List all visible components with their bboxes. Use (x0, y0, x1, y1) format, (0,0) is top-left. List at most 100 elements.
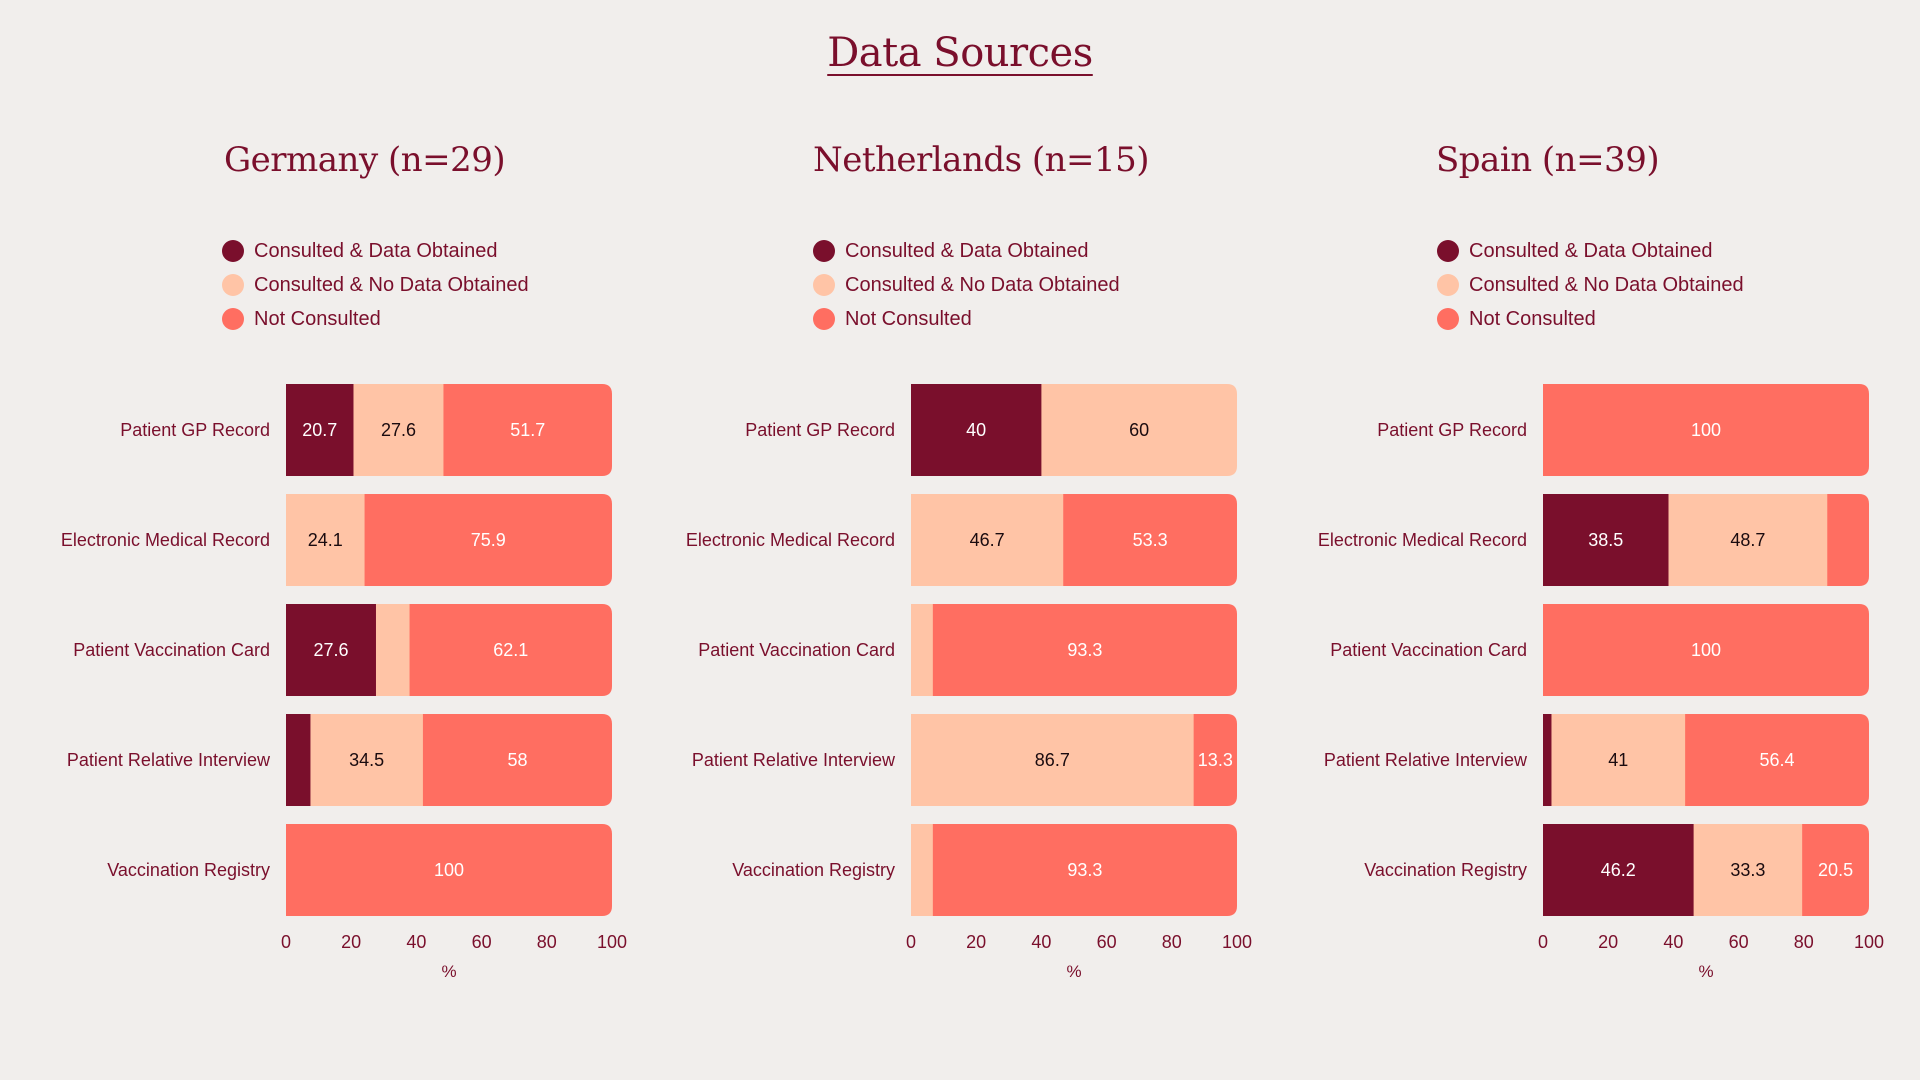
bar-segment-not-consulted (1827, 494, 1869, 586)
legend-item-not-consulted: Not Consulted (813, 302, 1120, 336)
data-label: 93.3 (1067, 860, 1102, 880)
bar-segment-consulted-data-obtained (1543, 714, 1552, 806)
bar-segment-not-consulted (422, 714, 612, 806)
legend-swatch (1437, 274, 1459, 296)
category-label-patient-relative-interview: Patient Relative Interview (692, 750, 896, 770)
bar-stack-patient-vaccination-card (1543, 604, 1869, 696)
chart-title: Germany (n=29) (224, 140, 506, 180)
x-tick-label: 60 (1729, 932, 1749, 952)
data-label: 51.7 (510, 420, 545, 440)
chart-panel-netherlands: Netherlands (n=15) Consulted & Data Obta… (625, 0, 1265, 1080)
data-label: 46.2 (1601, 860, 1636, 880)
data-label: 46.7 (970, 530, 1005, 550)
bar-stack-vaccination-registry (911, 824, 1237, 916)
chart-title: Netherlands (n=15) (813, 140, 1150, 180)
legend-label: Not Consulted (254, 307, 381, 330)
data-label: 24.1 (308, 530, 343, 550)
x-tick-label: 0 (906, 932, 916, 952)
data-label: 48.7 (1730, 530, 1765, 550)
bar-segment-consulted-no-data-obtained (1668, 494, 1828, 586)
x-axis-label: % (1698, 962, 1713, 981)
bar-chart-plot: Patient GP Record 20.7 27.6 51.7 Electronic … (61, 384, 627, 981)
bar-segment-not-consulted (1543, 384, 1869, 476)
legend-swatch (1437, 308, 1459, 330)
x-tick-label: 20 (1598, 932, 1618, 952)
bar-segment-not-consulted (286, 824, 612, 916)
category-label-vaccination-registry: Vaccination Registry (1364, 860, 1527, 880)
legend-label: Consulted & No Data Obtained (1469, 273, 1744, 296)
bar-segment-not-consulted (1685, 714, 1869, 806)
category-label-patient-gp-record: Patient GP Record (1377, 420, 1527, 440)
legend-label: Consulted & Data Obtained (845, 239, 1089, 262)
x-tick-label: 0 (281, 932, 291, 952)
bar-segment-not-consulted (1802, 824, 1869, 916)
category-label-electronic-medical-record: Electronic Medical Record (61, 530, 270, 550)
x-tick-label: 20 (341, 932, 361, 952)
bar-segment-not-consulted (409, 604, 612, 696)
bar-stack-patient-gp-record (286, 384, 612, 476)
x-tick-label: 100 (1222, 932, 1252, 952)
data-label: 58 (507, 750, 527, 770)
bar-segment-consulted-data-obtained (1543, 824, 1695, 916)
x-tick-label: 100 (1854, 932, 1884, 952)
legend-swatch (813, 308, 835, 330)
x-tick-label: 80 (537, 932, 557, 952)
legend-item-data-obtained: Consulted & Data Obtained (813, 234, 1120, 268)
bar-segment-consulted-no-data-obtained (286, 494, 366, 586)
x-tick-label: 40 (406, 932, 426, 952)
bar-stack-patient-gp-record (911, 384, 1237, 476)
bar-stack-vaccination-registry (286, 824, 612, 916)
bar-stack-vaccination-registry (1543, 824, 1869, 916)
chart-legend: Consulted & Data Obtained Consulted & No… (813, 234, 1120, 336)
legend-swatch (222, 308, 244, 330)
legend-swatch (1437, 240, 1459, 262)
bar-stack-patient-relative-interview (911, 714, 1237, 806)
x-axis-label: % (441, 962, 456, 981)
data-label: 86.7 (1035, 750, 1070, 770)
bar-segment-not-consulted (1063, 494, 1237, 586)
bar-segment-consulted-data-obtained (286, 384, 354, 476)
bar-stack-electronic-medical-record (286, 494, 612, 586)
bar-stack-patient-vaccination-card (286, 604, 612, 696)
data-label: 62.1 (493, 640, 528, 660)
bar-segment-consulted-data-obtained (1543, 494, 1670, 586)
bar-segment-not-consulted (932, 824, 1237, 916)
legend-item-not-consulted: Not Consulted (1437, 302, 1744, 336)
x-tick-label: 40 (1031, 932, 1051, 952)
data-label: 100 (434, 860, 464, 880)
legend-label: Consulted & Data Obtained (1469, 239, 1713, 262)
x-tick-label: 0 (1538, 932, 1548, 952)
legend-label: Consulted & No Data Obtained (254, 273, 529, 296)
data-label: 27.6 (313, 640, 348, 660)
chart-legend: Consulted & Data Obtained Consulted & No… (222, 234, 529, 336)
bar-segment-consulted-no-data-obtained (1551, 714, 1686, 806)
x-tick-label: 80 (1794, 932, 1814, 952)
x-tick-label: 20 (966, 932, 986, 952)
data-label: 34.5 (349, 750, 384, 770)
legend-label: Not Consulted (845, 307, 972, 330)
data-label: 53.3 (1133, 530, 1168, 550)
data-label: 33.3 (1730, 860, 1765, 880)
data-label: 100 (1691, 640, 1721, 660)
bar-stack-electronic-medical-record (911, 494, 1237, 586)
bar-segment-not-consulted (443, 384, 612, 476)
legend-swatch (222, 274, 244, 296)
category-label-patient-vaccination-card: Patient Vaccination Card (73, 640, 270, 660)
x-tick-label: 80 (1162, 932, 1182, 952)
bar-segment-consulted-data-obtained (286, 714, 311, 806)
bar-segment-consulted-no-data-obtained (1041, 384, 1237, 476)
category-label-electronic-medical-record: Electronic Medical Record (1318, 530, 1527, 550)
bar-stack-electronic-medical-record (1543, 494, 1869, 586)
legend-swatch (813, 274, 835, 296)
category-label-patient-vaccination-card: Patient Vaccination Card (698, 640, 895, 660)
data-label: 93.3 (1067, 640, 1102, 660)
category-label-patient-relative-interview: Patient Relative Interview (67, 750, 271, 770)
x-tick-label: 60 (1097, 932, 1117, 952)
chart-panel-germany: Germany (n=29) Consulted & Data Obtained… (0, 0, 640, 1080)
bar-chart-plot: Patient GP Record 100 Electronic Medical R… (1318, 384, 1884, 981)
bar-segment-consulted-no-data-obtained (911, 604, 934, 696)
bar-segment-consulted-no-data-obtained (1693, 824, 1803, 916)
data-label: 75.9 (471, 530, 506, 550)
bar-segment-consulted-no-data-obtained (911, 714, 1195, 806)
data-label: 60 (1129, 420, 1149, 440)
